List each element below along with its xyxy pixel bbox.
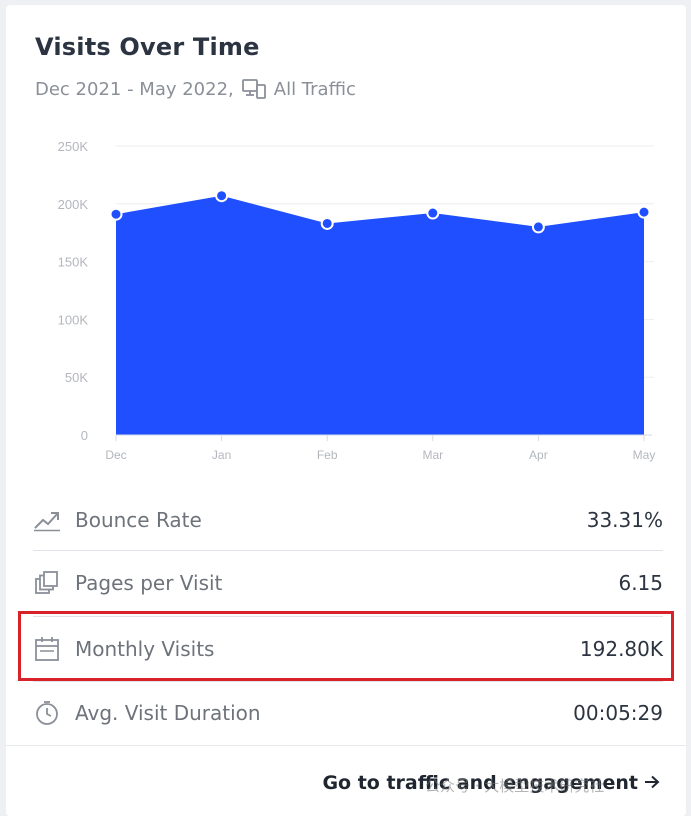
x-tick-label: Jan (212, 448, 231, 462)
highlight-box (18, 611, 674, 681)
link-label: Go to traffic and engagement (322, 772, 638, 794)
calendar-icon (33, 635, 61, 663)
metric-value: 192.80K (579, 637, 663, 661)
footer-divider (6, 745, 686, 746)
x-tick-label: Mar (422, 448, 443, 462)
y-tick-label: 150K (58, 255, 89, 270)
data-point (637, 205, 651, 219)
data-point (215, 189, 229, 203)
traffic-engagement-link[interactable]: Go to traffic and engagement (322, 772, 660, 794)
metric-label: Pages per Visit (75, 571, 223, 595)
y-tick-label: 0 (81, 428, 88, 443)
metric-bounce-rate: Bounce Rate 33.31% (33, 490, 663, 550)
stopwatch-icon (33, 699, 61, 727)
trend-up-icon (33, 506, 61, 534)
metric-value: 33.31% (586, 508, 663, 532)
series-area (116, 195, 644, 435)
metric-label: Bounce Rate (75, 508, 202, 532)
metric-label: Monthly Visits (75, 637, 215, 661)
pages-stack-icon (33, 569, 61, 597)
visits-area-chart: 0 50K 100K 150K 200K 250K Dec Jan Feb Mar Apr May (58, 139, 656, 462)
date-range: Dec 2021 - May 2022, (35, 78, 234, 100)
divider (33, 550, 663, 551)
y-tick-label: 200K (58, 197, 89, 212)
x-tick-label: May (633, 448, 656, 462)
x-tick-label: Apr (529, 448, 548, 462)
divider (33, 616, 663, 617)
metric-value: 6.15 (618, 571, 663, 595)
traffic-filter[interactable]: All Traffic (273, 78, 356, 100)
metric-monthly-visits: Monthly Visits 192.80K (33, 619, 663, 679)
metric-avg-visit-duration: Avg. Visit Duration 00:05:29 (33, 683, 663, 743)
data-point (531, 220, 545, 234)
watermark: 公众号 · 大模型技术研究社 (425, 777, 605, 795)
card-subtitle: Dec 2021 - May 2022, All Traffic (35, 78, 356, 100)
metric-value: 00:05:29 (573, 701, 663, 725)
x-tick-label: Dec (105, 448, 126, 462)
y-tick-label: 250K (58, 139, 89, 154)
y-tick-label: 50K (65, 370, 88, 385)
x-tick-label: Feb (317, 448, 338, 462)
data-point (109, 207, 123, 221)
devices-icon (241, 78, 266, 100)
divider (33, 681, 663, 682)
y-tick-label: 100K (58, 312, 89, 327)
arrow-right-icon (644, 772, 660, 794)
data-point (320, 216, 334, 230)
card-title: Visits Over Time (35, 33, 260, 61)
metric-label: Avg. Visit Duration (75, 701, 261, 725)
metric-pages-per-visit: Pages per Visit 6.15 (33, 553, 663, 613)
data-point (426, 206, 440, 220)
visits-card: Visits Over Time Dec 2021 - May 2022, Al… (6, 5, 686, 816)
